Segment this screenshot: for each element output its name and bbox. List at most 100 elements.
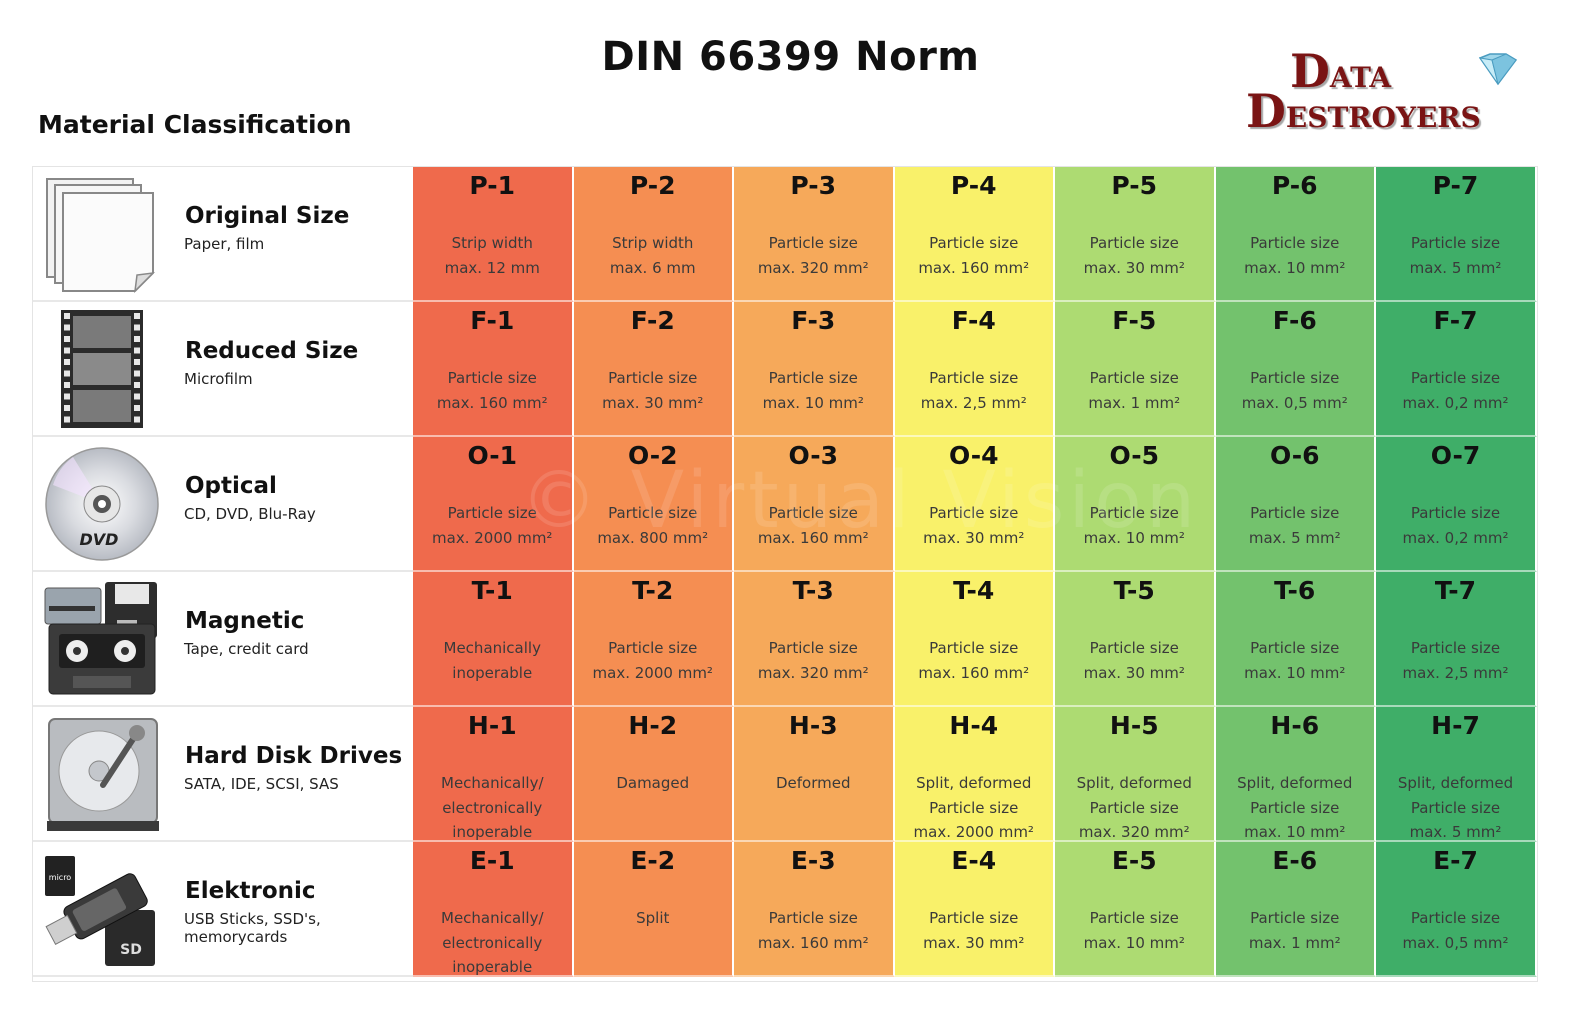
description-line-1: Particle size xyxy=(1410,639,1501,657)
level-code: E-4 xyxy=(951,846,997,875)
description-line-1: Particle size xyxy=(1250,234,1340,252)
security-level-cell: P-7 Particle size max. 5 mm² xyxy=(1376,167,1537,302)
security-level-cell: E-3 Particle size max. 160 mm² xyxy=(734,842,895,977)
level-code: T-7 xyxy=(1434,576,1477,605)
description-line-2: max. 320 mm² xyxy=(757,663,869,682)
description-line-2: max. 10 mm² xyxy=(1083,933,1185,952)
level-description: Particle size max. 30 mm² xyxy=(895,501,1054,550)
description-line-2: max. 30 mm² xyxy=(1083,258,1185,277)
level-description: Particle size max. 10 mm² xyxy=(734,366,893,415)
level-description: Particle size max. 2,5 mm² xyxy=(1376,636,1535,685)
table-row: Original Size Paper, film P-1 Strip width ma… xyxy=(33,167,1537,302)
level-code: P-3 xyxy=(790,171,837,200)
category-cell: DVD Optical CD, DVD, Blu-Ray xyxy=(33,437,413,572)
description-line-3: max. 2000 mm² xyxy=(913,823,1034,841)
description-line-1: Particle size xyxy=(1250,639,1340,657)
level-description: Particle size max. 800 mm² xyxy=(574,501,733,550)
level-code: P-2 xyxy=(629,171,676,200)
security-level-cell: E-7 Particle size max. 0,5 mm² xyxy=(1376,842,1537,977)
usb-stick-icon: micro SD xyxy=(43,850,161,968)
security-level-cell: T-6 Particle size max. 10 mm² xyxy=(1215,572,1376,707)
description-line-2: max. 1 mm² xyxy=(1088,393,1181,412)
level-description: Particle size max. 160 mm² xyxy=(734,501,893,550)
description-line-2: max. 0,2 mm² xyxy=(1402,528,1509,547)
level-code: T-5 xyxy=(1113,576,1155,605)
table-row: Reduced Size Microfilm F-1 Particle size max… xyxy=(33,302,1537,437)
level-description: Particle size max. 0,2 mm² xyxy=(1376,501,1535,550)
level-description: Particle size max. 30 mm² xyxy=(895,906,1054,955)
security-level-cell: T-2 Particle size max. 2000 mm² xyxy=(573,572,734,707)
security-level-cell: T-1 Mechanically inoperable xyxy=(413,572,574,707)
description-line-3: max. 320 mm² xyxy=(1078,823,1190,841)
description-line-1: Particle size xyxy=(1089,909,1179,927)
security-level-cell: H-6 Split, deformed Particle size max. 10 m… xyxy=(1215,707,1376,842)
level-description: Particle size max. 320 mm² xyxy=(734,231,893,280)
level-description: Deformed xyxy=(734,771,893,796)
hard-disk-icon xyxy=(43,715,161,833)
description-line-1: Split, deformed xyxy=(916,774,1032,792)
level-description: Particle size max. 10 mm² xyxy=(1055,906,1214,955)
description-line-1: Particle size xyxy=(1410,504,1501,522)
security-level-cell: P-1 Strip width max. 12 mm xyxy=(413,167,574,302)
level-code: P-7 xyxy=(1432,171,1479,200)
category-desc: Paper, film xyxy=(184,235,265,253)
table-row: Hard Disk Drives SATA, IDE, SCSI, SAS H-1 M… xyxy=(33,707,1537,842)
description-line-2: max. 1 mm² xyxy=(1248,933,1341,952)
description-line-1: Particle size xyxy=(1410,234,1501,252)
level-description: Particle size max. 30 mm² xyxy=(1055,231,1214,280)
logo-line-1: DATA xyxy=(1290,44,1392,98)
security-level-cell: H-7 Split, deformed Particle size max. 5 mm… xyxy=(1376,707,1537,842)
description-line-1: Particle size xyxy=(768,504,858,522)
security-level-cell: F-2 Particle size max. 30 mm² xyxy=(573,302,734,437)
security-level-cell: T-3 Particle size max. 320 mm² xyxy=(734,572,895,707)
level-description: Particle size max. 5 mm² xyxy=(1216,501,1375,550)
description-line-2: Particle size xyxy=(1250,798,1340,817)
security-level-cell: F-6 Particle size max. 0,5 mm² xyxy=(1215,302,1376,437)
security-level-cell: F-1 Particle size max. 160 mm² xyxy=(413,302,574,437)
description-line-1: Particle size xyxy=(1410,369,1501,387)
description-line-2: inoperable xyxy=(452,663,533,682)
level-code: T-2 xyxy=(632,576,674,605)
level-description: Strip width max. 12 mm xyxy=(413,231,572,280)
level-description: Particle size max. 1 mm² xyxy=(1216,906,1375,955)
description-line-1: Mechanically xyxy=(443,639,541,657)
description-line-1: Particle size xyxy=(1410,909,1501,927)
level-description: Particle size max. 160 mm² xyxy=(895,231,1054,280)
description-line-2: max. 0,5 mm² xyxy=(1402,933,1509,952)
security-level-cell: H-5 Split, deformed Particle size max. 320 … xyxy=(1055,707,1216,842)
level-code: P-4 xyxy=(950,171,997,200)
description-line-2: max. 0,2 mm² xyxy=(1402,393,1509,412)
level-code: O-2 xyxy=(628,441,678,470)
description-line-1: Mechanically/ xyxy=(441,909,544,927)
description-line-2: electronically xyxy=(442,933,543,952)
svg-text:DVD: DVD xyxy=(80,530,119,549)
security-level-cell: F-3 Particle size max. 10 mm² xyxy=(734,302,895,437)
level-description: Particle size max. 0,5 mm² xyxy=(1216,366,1375,415)
category-desc: Microfilm xyxy=(184,370,253,388)
classification-table: Original Size Paper, film P-1 Strip width ma… xyxy=(32,166,1538,982)
table-row: Magnetic Tape, credit card T-1 Mechanically… xyxy=(33,572,1537,707)
security-level-cell: P-5 Particle size max. 30 mm² xyxy=(1055,167,1216,302)
description-line-2: max. 5 mm² xyxy=(1248,528,1341,547)
level-description: Particle size max. 1 mm² xyxy=(1055,366,1214,415)
security-level-cell: P-4 Particle size max. 160 mm² xyxy=(894,167,1055,302)
security-level-cell: E-4 Particle size max. 30 mm² xyxy=(894,842,1055,977)
description-line-1: Particle size xyxy=(768,234,858,252)
svg-text:micro: micro xyxy=(49,873,72,882)
description-line-1: Particle size xyxy=(768,639,858,657)
description-line-2: max. 30 mm² xyxy=(602,393,704,412)
logo-line-2: DESTROYERS xyxy=(1246,84,1481,138)
level-code: P-6 xyxy=(1271,171,1318,200)
description-line-2: Particle size xyxy=(1410,798,1501,817)
level-description: Particle size max. 320 mm² xyxy=(734,636,893,685)
security-level-cell: O-2 Particle size max. 800 mm² xyxy=(573,437,734,572)
level-code: E-5 xyxy=(1111,846,1157,875)
level-description: Mechanically inoperable xyxy=(413,636,572,685)
level-description: Particle size max. 160 mm² xyxy=(734,906,893,955)
security-level-cell: E-2 Split xyxy=(573,842,734,977)
level-code: O-4 xyxy=(949,441,999,470)
security-level-cell: P-2 Strip width max. 6 mm xyxy=(573,167,734,302)
level-description: Particle size max. 30 mm² xyxy=(574,366,733,415)
security-level-cell: P-6 Particle size max. 10 mm² xyxy=(1215,167,1376,302)
level-code: F-1 xyxy=(470,306,515,335)
